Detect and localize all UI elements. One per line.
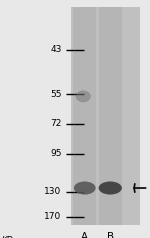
- Text: 95: 95: [50, 149, 62, 158]
- Ellipse shape: [76, 90, 91, 102]
- Text: B: B: [107, 232, 114, 238]
- Text: 55: 55: [50, 89, 62, 99]
- Text: 130: 130: [44, 187, 62, 196]
- Text: 170: 170: [44, 212, 62, 221]
- Ellipse shape: [99, 181, 122, 195]
- Text: KDa: KDa: [2, 236, 19, 238]
- Ellipse shape: [74, 181, 96, 195]
- Text: 72: 72: [50, 119, 61, 128]
- Bar: [99, 7, 122, 225]
- Text: A: A: [81, 232, 88, 238]
- Text: 43: 43: [50, 45, 61, 55]
- Bar: [70, 7, 140, 225]
- Bar: [73, 7, 96, 225]
